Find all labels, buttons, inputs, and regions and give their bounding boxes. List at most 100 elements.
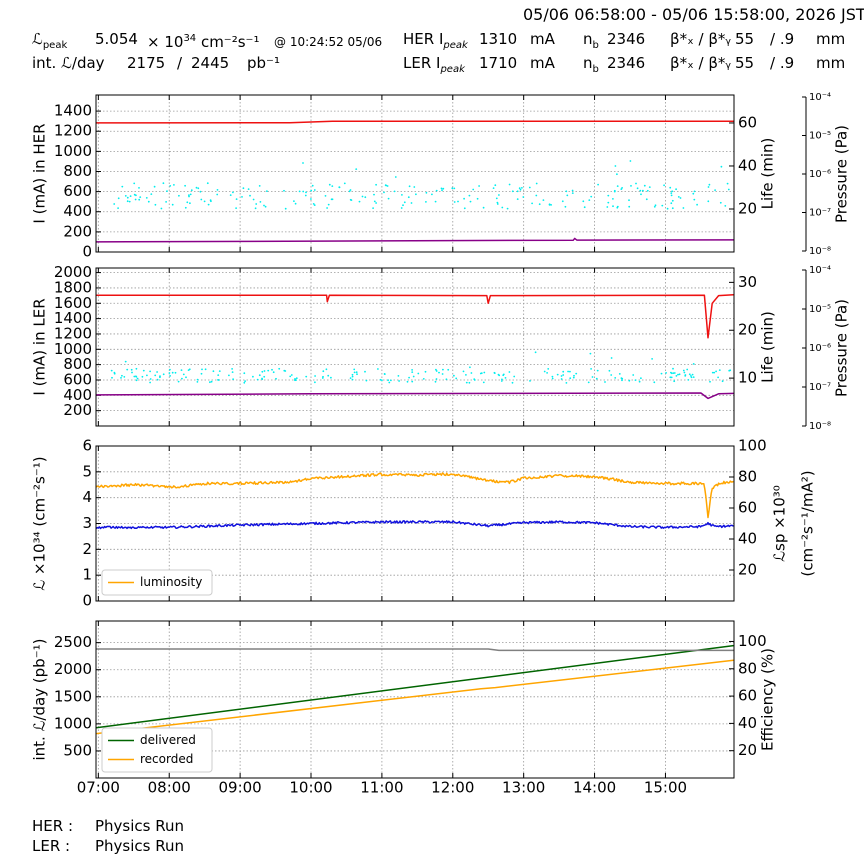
life-point — [190, 189, 193, 192]
x-tick-label: 12:00 — [431, 779, 474, 797]
life-point — [692, 363, 695, 365]
life-point — [665, 372, 667, 374]
life-point — [640, 377, 642, 380]
life-point — [675, 375, 678, 377]
life-point — [149, 378, 152, 380]
life-point — [565, 382, 568, 384]
life-point — [196, 381, 199, 383]
life-point — [482, 381, 485, 384]
life-point — [196, 378, 199, 381]
series-delivered — [96, 644, 734, 729]
life-point — [621, 379, 623, 382]
life-point — [401, 194, 403, 196]
life-point — [424, 370, 427, 373]
life-point — [614, 165, 617, 167]
series-recorded — [96, 659, 734, 735]
life-point — [728, 369, 731, 372]
life-point — [435, 378, 438, 380]
life-point — [408, 376, 410, 379]
life-point — [263, 375, 266, 378]
life-point — [715, 370, 717, 373]
life-point — [645, 198, 648, 201]
plot-frame — [95, 445, 735, 602]
life-point — [128, 200, 131, 203]
life-point — [542, 199, 545, 202]
life-point — [511, 381, 514, 384]
life-point — [691, 373, 694, 376]
pressure-axis-label: Pressure (Pa) — [833, 125, 851, 223]
y-tick-label: 1500 — [54, 687, 92, 705]
life-point — [480, 372, 483, 374]
life-point — [349, 198, 352, 201]
life-point — [171, 203, 174, 206]
life-point — [212, 370, 215, 373]
life-point — [682, 207, 685, 209]
y2-tick-label: 40 — [738, 714, 757, 732]
life-point — [255, 203, 258, 205]
life-point — [463, 197, 465, 200]
her-nb-value: 2346 — [607, 30, 646, 48]
life-point — [535, 194, 538, 197]
x-tick-label: 09:00 — [218, 779, 261, 797]
life-point — [434, 380, 437, 383]
life-point — [620, 377, 623, 379]
life-point — [166, 190, 168, 193]
life-point — [711, 371, 714, 374]
life-point — [465, 374, 467, 376]
y-tick-label: 4 — [82, 488, 92, 506]
life-point — [653, 205, 656, 208]
life-point — [298, 190, 301, 193]
life-point — [216, 189, 219, 191]
life-point — [534, 351, 537, 354]
ler-run-label: LER : — [32, 837, 71, 855]
life-point — [500, 380, 503, 382]
life-point — [162, 182, 165, 185]
life-point — [573, 374, 575, 377]
life-point — [630, 185, 632, 187]
life-point — [403, 201, 406, 204]
life-point — [141, 375, 144, 378]
y2-tick-label: 20 — [738, 199, 757, 217]
life-point — [293, 200, 295, 203]
y-tick-label: 1200 — [54, 324, 92, 342]
life-point — [154, 203, 157, 206]
life-point — [393, 190, 396, 193]
life-point — [434, 200, 437, 203]
life-point — [302, 190, 305, 193]
life-point — [135, 375, 137, 378]
life-point — [232, 378, 235, 381]
life-point — [546, 372, 548, 374]
life-point — [670, 194, 673, 197]
life-point — [156, 378, 159, 381]
life-point — [550, 204, 552, 206]
life-point — [149, 381, 152, 384]
life-point — [165, 201, 168, 203]
life-point — [343, 182, 346, 185]
life-point — [133, 182, 136, 185]
life-point — [310, 189, 313, 192]
life-point — [129, 195, 132, 198]
life-point — [538, 203, 541, 206]
life-point — [388, 381, 391, 384]
life-point — [231, 368, 234, 370]
life-point — [673, 372, 676, 374]
life-point — [134, 198, 137, 201]
life-point — [353, 368, 356, 371]
life-point — [531, 202, 533, 205]
life-point — [162, 373, 165, 376]
life-point — [138, 187, 140, 189]
life-point — [606, 206, 609, 208]
life-point — [462, 370, 465, 373]
life-point — [442, 187, 445, 190]
life-point — [588, 199, 591, 202]
life-point — [252, 375, 254, 378]
life-point — [543, 370, 546, 373]
life-point — [242, 187, 245, 190]
x-tick-label: 10:00 — [289, 779, 332, 797]
life-point — [150, 193, 153, 196]
plot-frame — [95, 620, 735, 779]
ler-beta-unit: mm — [816, 54, 846, 72]
her-beta-y: / .9 — [770, 30, 795, 48]
plot-frame — [95, 267, 735, 427]
life-point — [411, 369, 413, 371]
